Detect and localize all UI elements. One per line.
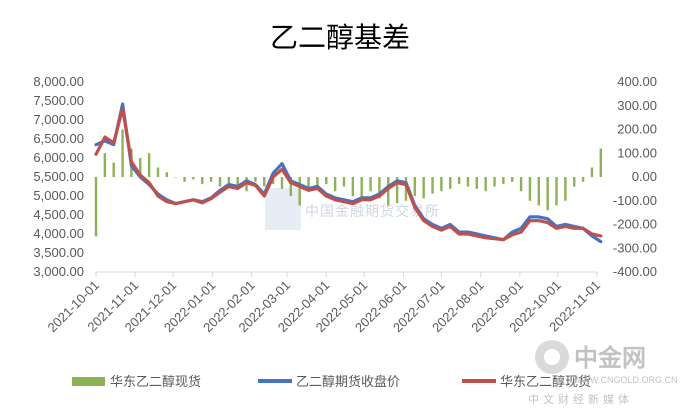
left-tick-label: 7,000.00	[33, 112, 84, 127]
basis-bar	[431, 177, 434, 194]
basis-bar	[333, 177, 337, 192]
basis-bar	[413, 177, 417, 196]
basis-bar	[484, 177, 487, 192]
right-tick-label: -100.00	[613, 193, 657, 208]
watermark-sub: 中文财经新媒体	[528, 392, 633, 406]
basis-bar	[387, 177, 390, 206]
basis-bar	[369, 177, 372, 192]
basis-bar	[342, 177, 346, 187]
basis-bar	[457, 177, 461, 185]
basis-bar	[599, 148, 602, 177]
basis-bar	[307, 177, 310, 192]
basis-bar	[395, 177, 399, 204]
basis-bar	[590, 167, 594, 177]
watermark-url: WWW.CNGOLD.ORG.CN	[573, 375, 678, 385]
basis-bar	[289, 177, 293, 196]
basis-bar	[165, 172, 169, 177]
basis-bar	[121, 129, 124, 177]
left-axis-ticks: 3,000.00 3,500.00 4,000.00 4,500.00 5,000.00…	[33, 74, 84, 279]
right-tick-label: -400.00	[613, 264, 657, 279]
right-axis-ticks: -400.00 -300.00 -200.00 -100.00 0.00 100.00 20…	[613, 74, 657, 279]
basis-bar	[502, 177, 505, 185]
basis-bar	[183, 177, 186, 182]
basis-bar	[112, 162, 115, 177]
basis-bar	[316, 177, 319, 187]
basis-bar	[254, 177, 257, 182]
x-axis-ticks: 2021-10-012021-11-012021-12-012022-01-01…	[44, 272, 603, 335]
basis-bar	[263, 177, 266, 187]
basis-bar	[519, 177, 523, 192]
price-lines	[94, 102, 603, 244]
left-tick-label: 6,000.00	[33, 150, 84, 165]
basis-bar	[581, 177, 585, 182]
basis-bar	[546, 177, 549, 211]
legend-label-spot-bar: 华东乙二醇现货	[110, 374, 201, 390]
futures-close-line	[94, 102, 603, 244]
right-tick-label: 0.00	[632, 169, 657, 184]
legend-label-spot-line: 华东乙二醇现货	[500, 374, 591, 390]
basis-bar	[94, 177, 98, 237]
basis-bar	[378, 177, 381, 199]
overlay-logo-box	[265, 188, 301, 230]
left-tick-label: 5,000.00	[33, 188, 84, 203]
basis-bar	[555, 177, 558, 206]
basis-bar	[280, 177, 284, 189]
basis-bar	[209, 177, 213, 182]
right-tick-label: -300.00	[613, 240, 657, 255]
watermark-brand: 中金网	[574, 344, 646, 372]
legend: 华东乙二醇现货 乙二醇期货收盘价 华东乙二醇现货	[72, 374, 591, 390]
right-tick-label: -200.00	[613, 217, 657, 232]
legend-label-futures: 乙二醇期货收盘价	[296, 374, 400, 390]
left-tick-label: 8,000.00	[33, 74, 84, 89]
right-tick-label: 400.00	[617, 74, 657, 89]
cngold-logo-inner-icon	[544, 349, 560, 365]
basis-bar	[174, 177, 177, 178]
basis-bar	[325, 177, 328, 185]
overlay-watermark: 中国金融期货交易所	[305, 203, 440, 220]
basis-bar	[493, 177, 496, 187]
right-tick-label: 200.00	[617, 122, 657, 137]
basis-bar	[511, 177, 514, 182]
basis-bar	[139, 158, 142, 177]
basis-bar	[192, 177, 195, 180]
basis-bar	[440, 177, 443, 192]
basis-bar	[218, 177, 222, 187]
left-tick-label: 6,500.00	[33, 131, 84, 146]
left-tick-label: 3,000.00	[33, 264, 84, 279]
basis-bar	[528, 177, 532, 201]
basis-bar	[466, 177, 470, 187]
basis-bar	[236, 177, 239, 189]
basis-bar	[360, 177, 363, 201]
spot-price-line	[94, 106, 603, 242]
left-tick-label: 7,500.00	[33, 93, 84, 108]
cngold-watermark: 中金网 WWW.CNGOLD.ORG.CN 中文财经新媒体	[528, 340, 678, 406]
right-tick-label: 100.00	[617, 145, 657, 160]
basis-bar	[298, 177, 301, 206]
basis-bar	[422, 177, 425, 199]
right-tick-label: 300.00	[617, 98, 657, 113]
chart-title: 乙二醇基差	[270, 21, 410, 54]
basis-bar	[351, 177, 355, 196]
basis-bar	[227, 177, 231, 185]
basis-bar	[475, 177, 479, 189]
basis-bar	[201, 177, 204, 185]
legend-swatch-spot-bar	[72, 377, 105, 386]
basis-bar	[564, 177, 567, 201]
basis-bar	[103, 153, 107, 177]
left-tick-label: 3,500.00	[33, 245, 84, 260]
basis-bar	[147, 153, 151, 177]
left-tick-label: 5,500.00	[33, 169, 84, 184]
left-tick-label: 4,500.00	[33, 207, 84, 222]
basis-bar	[156, 167, 160, 177]
basis-bar	[573, 177, 576, 187]
basis-bar	[537, 177, 541, 206]
left-tick-label: 4,000.00	[33, 226, 84, 241]
basis-bar	[449, 177, 452, 189]
